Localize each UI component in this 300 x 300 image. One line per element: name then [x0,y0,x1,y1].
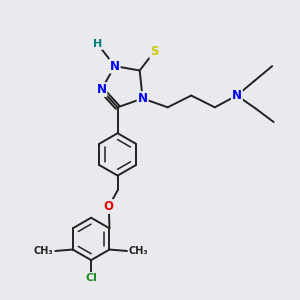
Text: Cl: Cl [85,273,97,283]
Text: O: O [104,200,114,213]
Text: H: H [93,39,102,49]
Text: N: N [96,83,106,96]
Text: N: N [232,89,242,102]
Text: CH₃: CH₃ [129,246,148,256]
Text: N: N [138,92,148,105]
Text: S: S [150,45,159,58]
Text: N: N [110,60,120,73]
Text: CH₃: CH₃ [34,246,54,256]
